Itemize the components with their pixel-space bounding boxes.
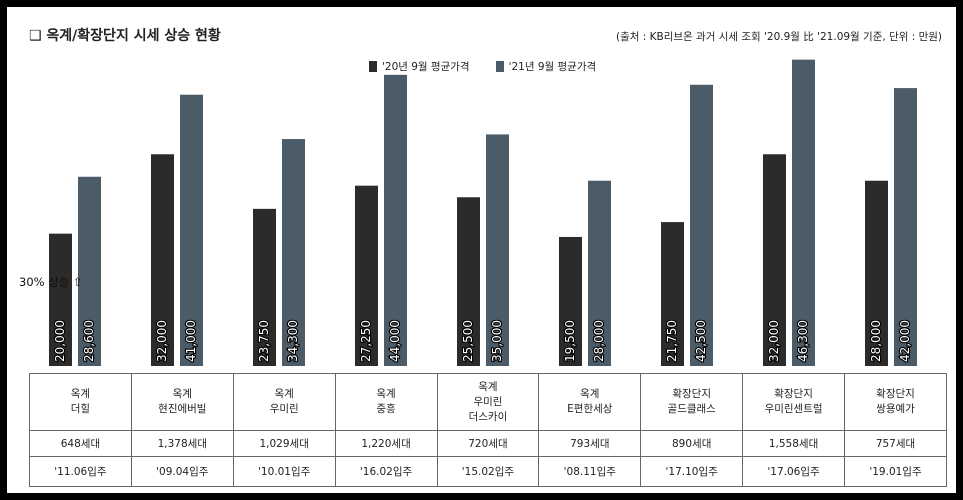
household-count-cell: 757세대 [844,430,947,457]
household-count-cell: 793세대 [538,430,642,457]
legend-label-2020: '20년 9월 평균가격 [382,61,470,73]
complex-name-cell: 옥계 E편한세상 [538,373,642,431]
bar-2021-2 [282,139,305,366]
bar-label-2020-5: 19,500 [563,320,577,362]
complex-name-line: 확장단지 [672,388,711,400]
legend-label-2021: '21년 9월 평균가격 [508,61,597,73]
bar-2021-5 [588,180,611,366]
household-count-cell: 890세대 [640,430,744,457]
bar-label-2020-6: 21,750 [665,320,679,362]
bar-2021-8 [894,88,917,366]
move-in-date-cell: '16.02입주 [334,456,438,487]
bar-2020-8 [865,180,888,366]
bar-label-2020-4: 25,500 [461,320,475,362]
bar-label-2021-0: 28,600 [82,320,96,362]
bar-label-2020-8: 28,000 [869,320,883,362]
bar-2020-7 [763,154,786,366]
complex-name-line: 현진에버빌 [158,403,207,415]
move-in-date-cell: '08.11입주 [538,456,642,487]
bar-2020-3 [355,185,378,366]
move-in-date-cell: '09.04입주 [130,456,234,487]
bar-label-2021-3: 44,000 [388,320,402,362]
bar-label-2020-1: 32,000 [155,320,169,362]
legend-swatch-2021 [495,61,504,72]
legend: '20년 9월 평균가격 '21년 9월 평균가격 [369,59,622,74]
chart-frame: { "title": "❑ 옥계/확장단지 시세 상승 현황", "source… [7,7,956,493]
complex-name-line: 더힐 [70,403,91,415]
bar-2020-4 [457,197,480,366]
page-title: ❑ 옥계/확장단지 시세 상승 현황 [29,28,221,44]
bar-label-2021-7: 46,300 [796,320,810,362]
bar-2021-4 [486,134,509,366]
move-in-date-cell: '11.06입주 [29,456,132,487]
move-in-date-cell: '15.02입주 [436,456,540,487]
household-count-cell: 1,558세대 [742,430,845,457]
move-in-date-cell: '17.10입주 [640,456,744,487]
bar-label-2020-7: 32,000 [767,320,781,362]
complex-name-line: 옥계 [376,388,396,400]
complex-name-line: 쌍용예가 [876,403,915,415]
bar-label-2021-4: 35,000 [490,320,504,362]
household-count-cell: 1,220세대 [334,430,438,457]
bar-2021-1 [180,94,203,367]
bar-label-2020-2: 23,750 [257,320,271,362]
household-count-cell: 720세대 [436,430,540,457]
legend-item-2020: '20년 9월 평균가격 [369,59,470,74]
table-row-names: 옥계 더힐 옥계 현진에버빌 옥계 우미린 옥계 중흥 옥계 우미린 더스카이 옥계 E편한세상 확장단지… [29,373,947,431]
complex-name-line: E편한세상 [567,403,613,415]
bar-2021-6 [690,84,713,366]
complex-name-line: 골드클래스 [667,403,716,415]
household-count-cell: 1,378세대 [130,430,234,457]
complex-name-line: 옥계 [580,388,600,400]
source-note: (출처 : KB리브온 과거 시세 조회 '20.9월 比 '21.09월 기준… [616,31,942,43]
complex-name-line: 더스카이 [468,410,508,423]
complex-name-line: 확장단지 [876,388,915,400]
bar-2020-6 [661,222,684,366]
bar-chart: 20,000 28,600 32,000 41,000 23,750 34,300 27,2… [49,59,917,367]
table-row-years: '11.06입주 '09.04입주 '10.01입주 '16.02입주 '15.02입주… [29,456,947,487]
bar-label-2021-5: 28,000 [592,320,606,362]
legend-item-2021: '21년 9월 평균가격 [495,59,597,74]
bar-label-2020-3: 27,250 [359,320,373,362]
increase-annotation: 30% 상승 ⇧ [19,275,83,289]
complex-name-line: 우미린 [269,403,299,415]
bar-2021-3 [384,74,407,366]
complex-info-table: 옥계 더힐 옥계 현진에버빌 옥계 우미린 옥계 중흥 옥계 우미린 더스카이 옥계 E편한세상 확장단지… [29,373,947,487]
complex-name-line: 옥계 [172,388,192,400]
bar-label-2021-2: 34,300 [286,320,300,362]
household-count-cell: 648세대 [29,430,132,457]
complex-name-line: 옥계 [478,380,498,393]
complex-name-line: 옥계 [70,388,91,400]
complex-name-line: 중흥 [376,403,396,415]
move-in-date-cell: '10.01입주 [232,456,336,487]
complex-name-line: 확장단지 [774,388,813,400]
complex-name-line: 우미린센트럴 [764,403,823,415]
table-row-units: 648세대 1,378세대 1,029세대 1,220세대 720세대 793세대 890세… [29,430,947,457]
bar-2020-5 [559,236,582,366]
bar-label-2021-8: 42,000 [898,320,912,362]
complex-name-line: 옥계 [274,388,294,400]
legend-swatch-2020 [369,61,377,72]
household-count-cell: 1,029세대 [232,430,336,457]
move-in-date-cell: '17.06입주 [742,456,845,487]
complex-name-line: 우미린 [473,395,503,408]
bar-2020-2 [253,208,276,366]
bar-2021-0 [78,176,101,366]
move-in-date-cell: '19.01입주 [844,456,947,487]
bar-2021-7 [792,59,815,366]
bar-label-2021-1: 41,000 [184,320,198,362]
bar-2020-1 [151,154,174,366]
bar-label-2021-6: 42,500 [694,320,708,362]
bar-label-2020-0: 20,000 [53,320,67,362]
bar-2020-0 [49,233,72,366]
